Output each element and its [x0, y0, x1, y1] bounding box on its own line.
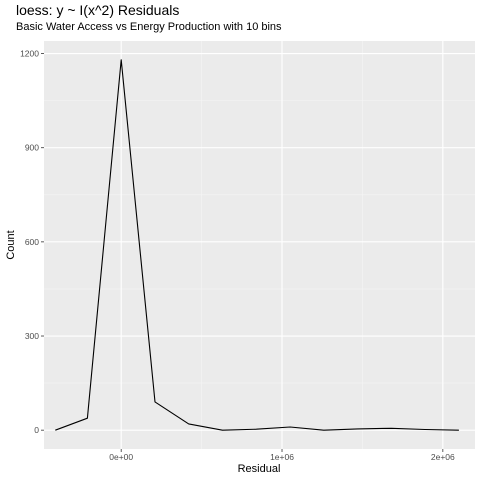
x-tick-label: 0e+00 [109, 452, 133, 462]
x-tick-label: 1e+06 [270, 452, 294, 462]
y-tick-label: 1200 [20, 49, 39, 59]
y-tick-label: 300 [25, 331, 39, 341]
x-axis: 0e+00 1e+06 2e+06 [109, 449, 455, 462]
chart-title: loess: y ~ I(x^2) Residuals [16, 2, 180, 18]
chart-subtitle: Basic Water Access vs Energy Production … [16, 21, 282, 33]
major-gridlines [44, 41, 475, 449]
minor-gridlines [44, 41, 475, 449]
y-tick-label: 600 [25, 237, 39, 247]
y-tick-label: 0 [34, 425, 39, 435]
plot-panel [44, 41, 475, 449]
y-tick-label: 900 [25, 143, 39, 153]
series-line [55, 59, 459, 431]
series-layer [55, 59, 459, 431]
y-axis: 0 300 600 900 1200 [20, 49, 44, 435]
x-tick-label: 2e+06 [431, 452, 455, 462]
x-axis-title: Residual [238, 463, 281, 475]
y-axis-title: Count [5, 230, 17, 259]
